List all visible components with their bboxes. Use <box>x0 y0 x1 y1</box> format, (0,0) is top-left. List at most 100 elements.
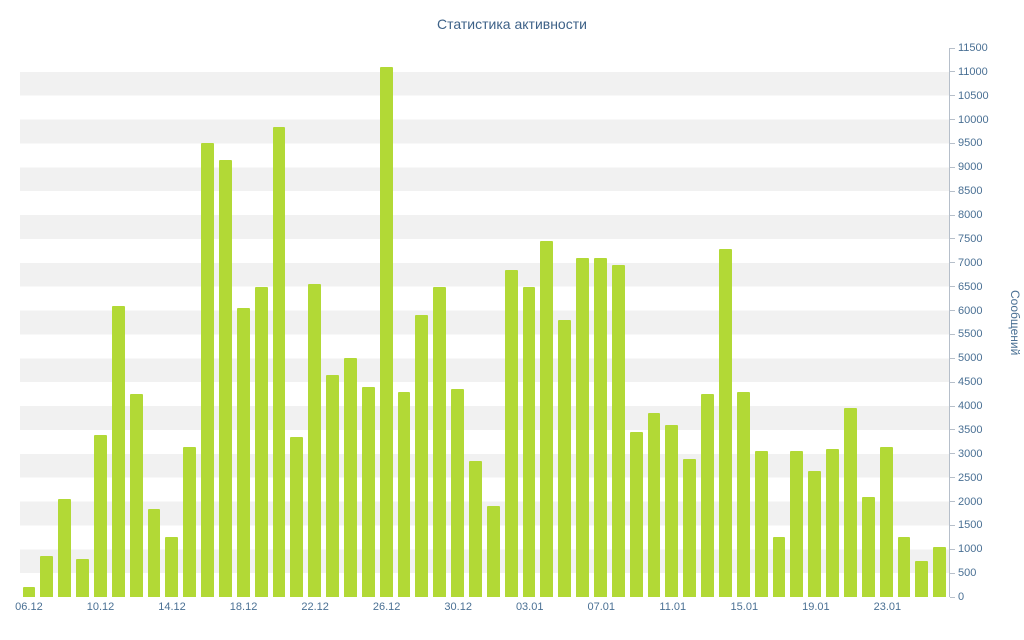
bar-series <box>20 48 949 597</box>
bar <box>611 265 625 597</box>
x-tick-label: 22.12 <box>301 601 329 613</box>
y-tick: 6500 <box>950 281 982 293</box>
y-tick-mark <box>950 501 955 503</box>
bar-slot <box>788 48 806 597</box>
bar-slot <box>859 48 877 597</box>
bar-slot <box>770 48 788 597</box>
bar <box>629 432 643 597</box>
bar <box>236 308 250 597</box>
bar <box>772 537 786 597</box>
bar <box>397 391 411 597</box>
bar-slot <box>556 48 574 597</box>
y-tick-mark <box>950 333 955 335</box>
y-tick-mark <box>950 214 955 216</box>
y-tick: 5500 <box>950 328 982 340</box>
x-tick-label: 06.12 <box>15 601 43 613</box>
y-tick-mark <box>950 477 955 479</box>
y-tick: 8000 <box>950 209 982 221</box>
y-tick: 4500 <box>950 376 982 388</box>
y-axis-title-text: Сообщений <box>1008 289 1022 356</box>
x-tick-label: 07.01 <box>587 601 616 613</box>
bar-slot <box>484 48 502 597</box>
bar <box>129 394 143 597</box>
y-tick: 11000 <box>950 66 988 78</box>
y-tick-mark <box>950 47 955 49</box>
bar-slot <box>413 48 431 597</box>
y-tick-mark <box>950 71 955 73</box>
bar-slot <box>91 48 109 597</box>
bar-slot <box>574 48 592 597</box>
bar-slot <box>520 48 538 597</box>
bar <box>361 386 375 597</box>
bar-slot <box>466 48 484 597</box>
y-tick-mark <box>950 190 955 192</box>
bar <box>576 258 589 597</box>
y-tick-label: 5500 <box>958 328 983 341</box>
bar-slot <box>252 48 270 597</box>
bar-slot <box>806 48 824 597</box>
bar-slot <box>913 48 931 597</box>
bar-slot <box>627 48 645 597</box>
bar-slot <box>288 48 306 597</box>
bar <box>40 556 54 597</box>
bar <box>165 537 179 597</box>
x-tick-label: 19.01 <box>802 601 830 613</box>
bar <box>451 389 464 597</box>
bar-slot <box>734 48 752 597</box>
y-tick-mark <box>950 286 955 288</box>
bar <box>719 248 732 597</box>
bar-slot <box>502 48 520 597</box>
y-tick-mark <box>950 142 955 144</box>
y-tick-label: 10000 <box>958 113 989 126</box>
y-tick-label: 6000 <box>958 304 983 317</box>
y-tick-mark <box>950 357 955 359</box>
bar-slot <box>341 48 359 597</box>
y-axis: 0 500 1000 1500 2000 2500 3000 3500 4000 4500 5000… <box>950 42 1020 603</box>
bar <box>504 270 518 597</box>
x-tick-label: 14.12 <box>158 601 186 613</box>
y-tick-label: 2000 <box>958 495 983 508</box>
bar <box>272 126 286 597</box>
bar-slot <box>538 48 556 597</box>
y-tick-label: 6500 <box>958 280 983 293</box>
y-tick-label: 9000 <box>958 161 983 174</box>
y-tick: 9000 <box>950 161 982 173</box>
bar <box>808 470 822 597</box>
y-tick: 10000 <box>950 114 989 126</box>
y-tick-label: 3500 <box>958 423 983 436</box>
bar <box>683 458 697 597</box>
bar-slot <box>449 48 467 597</box>
y-tick-label: 8000 <box>958 209 983 222</box>
bar <box>790 451 804 597</box>
x-tick-label: 23.01 <box>873 601 902 613</box>
y-tick: 2000 <box>950 496 982 508</box>
bar-slot <box>163 48 181 597</box>
bar <box>433 286 447 597</box>
y-tick-label: 11500 <box>958 42 988 54</box>
bar-slot <box>377 48 395 597</box>
x-tick-label: 30.12 <box>444 601 472 613</box>
bar-slot <box>645 48 663 597</box>
bar <box>594 258 607 597</box>
chart-title: Статистика активности <box>437 16 587 32</box>
y-tick-label: 11000 <box>958 65 988 78</box>
y-tick: 3500 <box>950 424 982 436</box>
y-tick-label: 9500 <box>958 137 983 150</box>
bar <box>290 437 304 597</box>
bar-slot <box>145 48 163 597</box>
bar <box>826 449 840 597</box>
y-tick-label: 5000 <box>958 352 983 365</box>
bar-slot <box>109 48 127 597</box>
y-tick: 8500 <box>950 185 982 197</box>
y-tick: 6000 <box>950 305 982 317</box>
y-tick-mark <box>950 166 955 168</box>
x-tick-label: 03.01 <box>515 601 544 613</box>
bar-slot <box>359 48 377 597</box>
bar <box>665 425 679 597</box>
bar <box>736 391 750 597</box>
x-tick-label: 11.01 <box>659 601 687 613</box>
bar <box>486 506 500 597</box>
y-tick: 9500 <box>950 137 982 149</box>
y-tick: 1000 <box>950 543 982 555</box>
